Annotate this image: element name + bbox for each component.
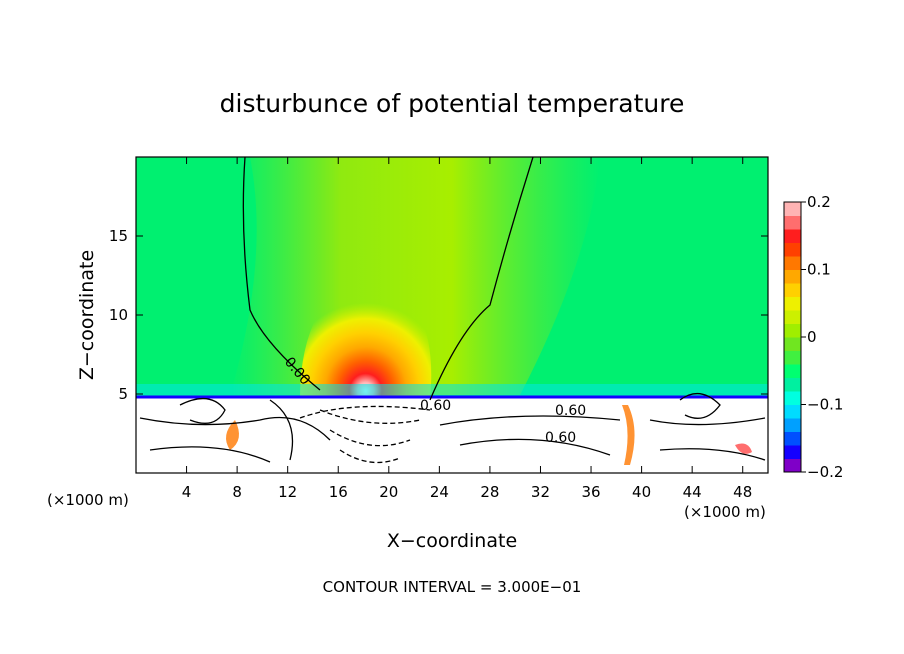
x-tick-label: 48 <box>733 483 752 501</box>
colorbar-segment <box>784 296 801 311</box>
y-tick-label: 10 <box>109 306 128 324</box>
blob-far-right <box>735 443 752 454</box>
lower-contour-2 <box>179 393 721 461</box>
colorbar: 0.2 0.1 0 −0.1 −0.2 <box>783 193 843 481</box>
y-axis-label: Z−coordinate <box>76 250 98 380</box>
contour-lines <box>139 157 766 464</box>
x-tick-label: 40 <box>632 483 651 501</box>
colorbar-segment <box>784 283 801 297</box>
x-tick-label: 32 <box>531 483 550 501</box>
contour-label-3: 0.60 <box>555 403 586 419</box>
x-tick-label: 44 <box>683 483 702 501</box>
colorbar-tick-label: 0.1 <box>807 261 831 279</box>
colorbar-segment <box>784 458 801 473</box>
x-unit-right: (×1000 m) <box>684 503 766 521</box>
contour-label-4: 0.60 <box>545 430 576 446</box>
colorbar-segment <box>784 337 801 351</box>
y-tick-label: 15 <box>109 227 128 245</box>
colorbar-segment <box>784 242 801 257</box>
colorbar-segment <box>784 269 801 284</box>
colorbar-segment <box>784 202 801 216</box>
x-axis-label: X−coordinate <box>387 530 517 552</box>
colorbar-segment <box>784 418 801 432</box>
colorbar-tick-label: 0.2 <box>807 193 831 211</box>
zero-contour-right <box>429 157 534 401</box>
y-tick-label: 5 <box>118 385 128 403</box>
colorbar-segment <box>784 445 801 459</box>
x-axis: 4 8 12 16 20 24 28 32 36 40 44 48 <box>182 157 752 501</box>
colorbar-segment <box>784 256 801 270</box>
footer-contour-interval: CONTOUR INTERVAL = 3.000E−01 <box>323 578 582 596</box>
lower-layer <box>136 398 768 473</box>
blob-left <box>226 420 239 450</box>
colorbar-segment <box>784 431 801 446</box>
x-tick-label: 12 <box>278 483 297 501</box>
x-tick-label: 28 <box>480 483 499 501</box>
x-tick-label: 4 <box>182 483 192 501</box>
x-tick-label: 8 <box>232 483 242 501</box>
colorbar-segment <box>784 323 801 338</box>
colorbar-tick-label: 0 <box>807 328 817 346</box>
cool-band <box>136 384 768 396</box>
colorbar-segment <box>784 391 801 405</box>
colorbar-segment <box>784 377 801 392</box>
colorbar-tick-label: −0.2 <box>807 463 843 481</box>
colorbar-tick-label: −0.1 <box>807 396 843 414</box>
colorbar-segment <box>784 215 801 230</box>
colorbar-segment <box>784 229 801 243</box>
x-tick-label: 16 <box>329 483 348 501</box>
warm-core <box>300 262 432 398</box>
colorbar-segment <box>784 310 801 324</box>
zero-contour-left <box>242 157 321 391</box>
x-tick-label: 20 <box>379 483 398 501</box>
y-axis: 5 10 15 <box>109 227 768 403</box>
blob-right <box>622 405 635 465</box>
colorbar-segment <box>784 364 801 378</box>
colorbar-segment <box>784 404 801 419</box>
lower-contour-1 <box>139 415 766 463</box>
x-tick-label: 36 <box>581 483 600 501</box>
x-unit-left: (×1000 m) <box>47 491 129 509</box>
colorbar-segment <box>784 350 801 365</box>
x-tick-label: 24 <box>430 483 449 501</box>
contour-label-2: 0.60 <box>420 398 451 414</box>
dashed-contours <box>299 405 431 464</box>
chart-title: disturbunce of potential temperature <box>220 89 685 118</box>
plot-area: 0.00 0.60 0.60 0.60 <box>136 157 768 473</box>
